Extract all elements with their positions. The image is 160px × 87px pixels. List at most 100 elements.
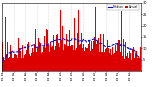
Bar bbox=[49, 52, 50, 71]
Bar bbox=[38, 38, 39, 71]
Bar bbox=[116, 51, 117, 71]
Bar bbox=[78, 10, 79, 71]
Bar bbox=[83, 44, 84, 71]
Bar bbox=[95, 7, 96, 71]
Bar bbox=[79, 45, 80, 71]
Bar bbox=[52, 46, 53, 71]
Bar bbox=[136, 51, 137, 71]
Bar bbox=[28, 42, 29, 71]
Bar bbox=[82, 48, 83, 71]
Bar bbox=[68, 46, 69, 71]
Bar bbox=[2, 42, 3, 71]
Bar bbox=[100, 34, 101, 71]
Bar bbox=[64, 44, 65, 71]
Bar bbox=[65, 45, 66, 71]
Bar bbox=[59, 47, 60, 71]
Bar bbox=[108, 48, 109, 71]
Bar bbox=[91, 41, 92, 71]
Bar bbox=[71, 46, 72, 71]
Bar bbox=[111, 55, 112, 71]
Bar bbox=[90, 51, 91, 71]
Bar bbox=[89, 18, 90, 71]
Bar bbox=[25, 54, 26, 71]
Bar bbox=[24, 55, 25, 71]
Bar bbox=[72, 45, 73, 71]
Bar bbox=[43, 47, 44, 71]
Bar bbox=[60, 10, 61, 71]
Bar bbox=[8, 58, 9, 71]
Bar bbox=[12, 58, 13, 71]
Bar bbox=[61, 40, 62, 71]
Bar bbox=[107, 40, 108, 71]
Bar bbox=[56, 35, 57, 71]
Bar bbox=[97, 42, 98, 71]
Bar bbox=[93, 41, 94, 71]
Bar bbox=[58, 43, 59, 71]
Bar bbox=[81, 33, 82, 71]
Bar bbox=[44, 36, 45, 71]
Bar bbox=[30, 56, 31, 71]
Bar bbox=[131, 60, 132, 71]
Bar bbox=[41, 53, 42, 71]
Bar bbox=[14, 54, 15, 71]
Bar bbox=[45, 48, 46, 71]
Bar bbox=[57, 34, 58, 71]
Bar bbox=[135, 53, 136, 71]
Bar bbox=[119, 40, 120, 71]
Bar bbox=[9, 57, 10, 71]
Bar bbox=[88, 49, 89, 71]
Bar bbox=[15, 54, 16, 71]
Bar bbox=[126, 56, 127, 71]
Bar bbox=[3, 57, 4, 71]
Bar bbox=[13, 58, 14, 71]
Bar bbox=[99, 52, 100, 71]
Bar bbox=[17, 58, 18, 71]
Bar bbox=[73, 50, 74, 71]
Bar bbox=[55, 46, 56, 71]
Bar bbox=[80, 44, 81, 71]
Bar bbox=[63, 38, 64, 71]
Bar bbox=[121, 11, 122, 71]
Bar bbox=[75, 50, 76, 71]
Bar bbox=[51, 35, 52, 71]
Bar bbox=[134, 58, 135, 71]
Bar bbox=[40, 43, 41, 71]
Bar bbox=[98, 38, 99, 71]
Bar bbox=[122, 56, 123, 71]
Bar bbox=[67, 46, 68, 71]
Bar bbox=[94, 37, 95, 71]
Bar bbox=[112, 47, 113, 71]
Bar bbox=[29, 54, 30, 71]
Bar bbox=[106, 48, 107, 71]
Bar bbox=[74, 18, 75, 71]
Bar bbox=[85, 47, 86, 71]
Bar bbox=[16, 55, 17, 71]
Bar bbox=[20, 51, 21, 71]
Bar bbox=[102, 52, 103, 71]
Bar bbox=[35, 29, 36, 71]
Bar bbox=[77, 33, 78, 71]
Bar bbox=[124, 59, 125, 71]
Bar bbox=[127, 53, 128, 71]
Bar bbox=[103, 39, 104, 71]
Bar bbox=[115, 45, 116, 71]
Bar bbox=[18, 38, 19, 71]
Bar bbox=[53, 35, 54, 71]
Bar bbox=[129, 51, 130, 71]
Bar bbox=[33, 52, 34, 71]
Bar bbox=[36, 55, 37, 71]
Bar bbox=[11, 58, 12, 71]
Bar bbox=[76, 48, 77, 71]
Bar bbox=[27, 44, 28, 71]
Bar bbox=[118, 40, 119, 71]
Bar bbox=[117, 43, 118, 71]
Bar bbox=[113, 54, 114, 71]
Bar bbox=[110, 49, 111, 71]
Bar bbox=[66, 34, 67, 71]
Bar bbox=[104, 52, 105, 71]
Bar bbox=[128, 51, 129, 71]
Bar bbox=[6, 54, 7, 71]
Bar bbox=[23, 58, 24, 71]
Bar bbox=[10, 45, 11, 71]
Bar bbox=[69, 30, 70, 71]
